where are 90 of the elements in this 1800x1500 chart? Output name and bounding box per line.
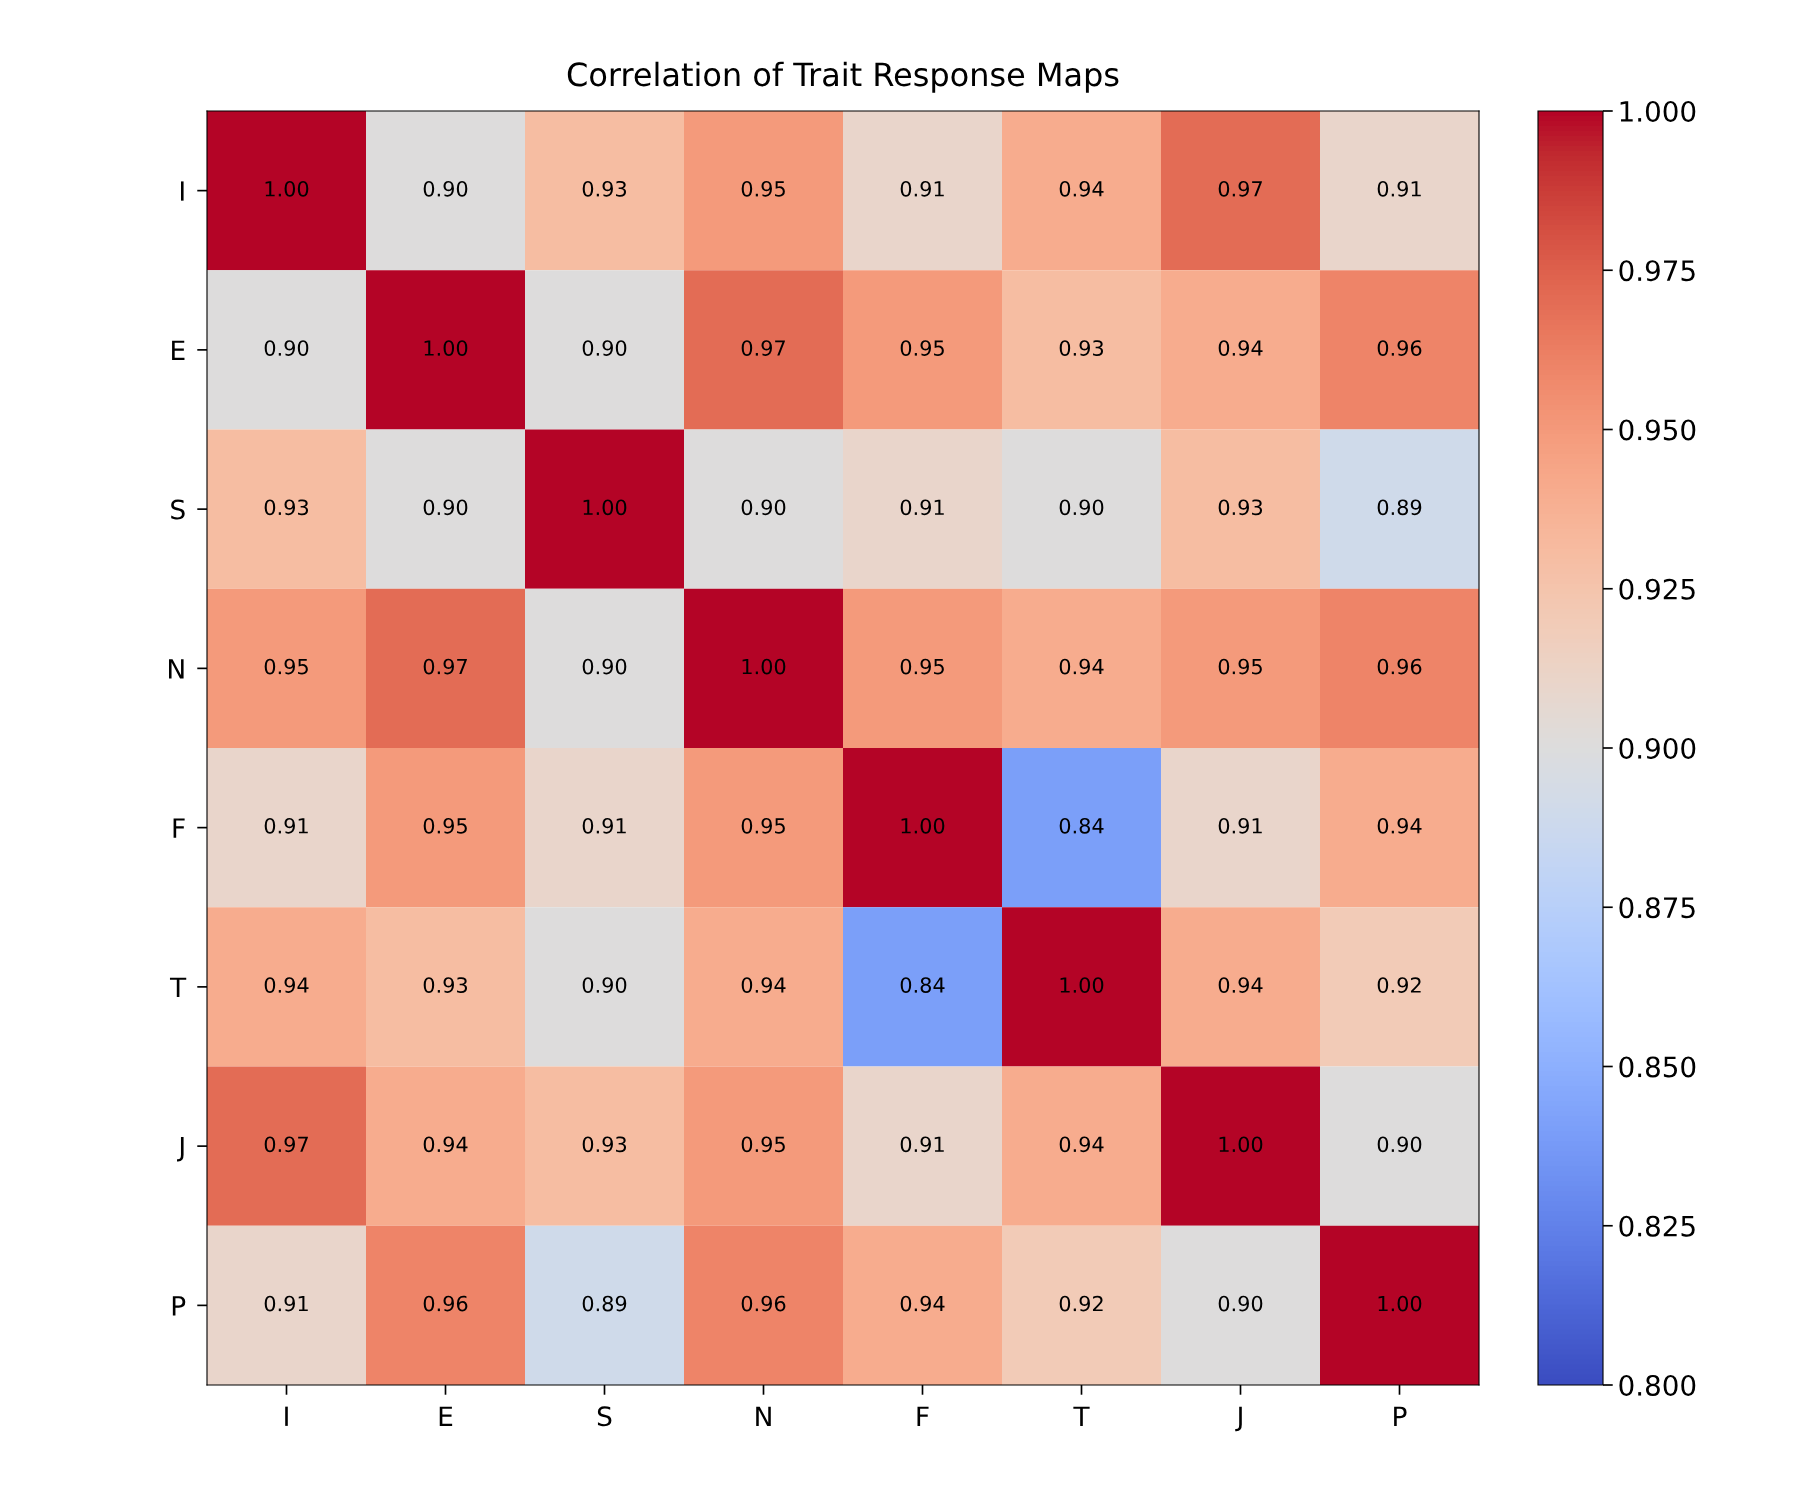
data-label: 0.91 xyxy=(582,817,626,834)
y-tick-label: F xyxy=(173,818,185,838)
data-label: 1.00 xyxy=(265,180,309,197)
x-tick-label: S xyxy=(597,1406,612,1427)
data-label: 0.91 xyxy=(900,180,944,197)
data-label: 0.90 xyxy=(741,499,786,516)
color-bar-label: 0.800 xyxy=(1619,1374,1696,1396)
x-tick-label: J xyxy=(1235,1406,1242,1432)
data-label: 0.93 xyxy=(264,499,309,516)
data-label: 0.93 xyxy=(582,180,627,197)
y-tick-label: N xyxy=(169,659,184,679)
data-label: 0.90 xyxy=(582,977,627,993)
data-label: 0.91 xyxy=(1218,817,1262,834)
data-label: 0.90 xyxy=(582,340,627,356)
data-label: 0.97 xyxy=(741,340,785,356)
data-label: 0.94 xyxy=(1059,180,1104,197)
data-label: 0.95 xyxy=(900,658,944,675)
data-label: 0.95 xyxy=(264,658,308,675)
data-label: 0.95 xyxy=(423,817,467,834)
data-label: 0.94 xyxy=(423,1136,468,1153)
data-label: 0.95 xyxy=(1218,658,1262,675)
data-label: 0.90 xyxy=(1059,499,1104,516)
data-label: 1.00 xyxy=(583,499,627,516)
y-tick-label: I xyxy=(180,181,184,201)
data-label: 0.89 xyxy=(1377,499,1422,516)
data-label: 0.97 xyxy=(264,1136,308,1153)
data-label: 0.91 xyxy=(900,1136,944,1153)
data-label: 1.00 xyxy=(424,340,468,356)
data-label: 0.95 xyxy=(741,180,785,197)
data-label: 0.84 xyxy=(900,977,945,993)
data-label: 0.90 xyxy=(423,499,468,516)
data-label: 0.94 xyxy=(1218,340,1263,356)
x-tick-label: T xyxy=(1073,1406,1090,1426)
data-label: 1.00 xyxy=(901,817,945,834)
color-bar-label: 0.875 xyxy=(1619,897,1695,919)
data-label: 0.93 xyxy=(1218,499,1263,516)
data-label: 0.94 xyxy=(900,1295,945,1312)
data-label: 0.94 xyxy=(1059,658,1104,675)
data-label: 0.90 xyxy=(423,180,468,197)
data-label: 0.94 xyxy=(264,977,309,993)
y-tick-label: J xyxy=(177,1136,184,1162)
data-label: 0.93 xyxy=(423,977,468,993)
data-label: 0.93 xyxy=(1059,340,1104,356)
data-label: 0.95 xyxy=(741,1136,785,1153)
chart-title: Correlation of Trait Response Maps xyxy=(567,61,1119,93)
color-bar-label: 0.950 xyxy=(1619,419,1696,441)
y-tick-label: T xyxy=(169,977,187,997)
data-label: 0.90 xyxy=(1218,1295,1263,1312)
y-tick-label: E xyxy=(172,340,185,360)
color-bar-label: 0.825 xyxy=(1619,1215,1695,1237)
data-label: 0.97 xyxy=(423,658,467,675)
x-tick-label: I xyxy=(285,1406,288,1426)
data-label: 0.96 xyxy=(1377,340,1422,356)
color-bar-label: 0.925 xyxy=(1619,578,1695,600)
color-bar-label: 0.975 xyxy=(1619,260,1695,282)
data-label: 0.97 xyxy=(1218,180,1262,197)
color-bar-label: 0.850 xyxy=(1619,1056,1696,1078)
data-label: 0.96 xyxy=(1377,658,1422,675)
data-label: 0.90 xyxy=(264,340,309,356)
data-label: 0.96 xyxy=(423,1295,468,1312)
data-label: 0.92 xyxy=(1059,1295,1103,1312)
data-label: 0.94 xyxy=(741,977,786,993)
data-label: 0.94 xyxy=(1059,1136,1104,1153)
x-tick-label: N xyxy=(756,1406,771,1426)
data-label: 0.94 xyxy=(1218,977,1263,993)
data-label: 1.00 xyxy=(1060,977,1104,993)
x-tick-label: E xyxy=(439,1406,453,1426)
data-label: 1.00 xyxy=(1219,1136,1263,1153)
data-label: 1.00 xyxy=(1378,1295,1422,1312)
data-label: 0.91 xyxy=(1377,180,1421,197)
y-tick-label: P xyxy=(172,1296,186,1316)
data-label: 0.93 xyxy=(582,1136,627,1153)
data-label: 0.91 xyxy=(900,499,944,516)
data-label: 0.94 xyxy=(1377,817,1422,834)
data-label: 0.96 xyxy=(741,1295,786,1312)
data-label: 0.91 xyxy=(264,1295,308,1312)
data-label: 1.00 xyxy=(742,658,786,675)
data-label: 0.91 xyxy=(264,817,308,834)
data-label: 0.95 xyxy=(741,817,785,834)
data-label: 0.84 xyxy=(1059,817,1104,834)
data-label: 0.95 xyxy=(900,340,944,356)
data-label: 0.90 xyxy=(1377,1136,1422,1153)
data-label: 0.90 xyxy=(582,658,627,675)
x-tick-label: P xyxy=(1394,1406,1407,1426)
y-tick-label: S xyxy=(171,499,185,520)
color-bar-label: 0.900 xyxy=(1619,737,1696,759)
x-tick-label: F xyxy=(917,1406,929,1426)
data-label: 0.92 xyxy=(1377,977,1421,993)
color-bar-label: 1.000 xyxy=(1620,100,1696,122)
data-label: 0.89 xyxy=(582,1295,627,1312)
